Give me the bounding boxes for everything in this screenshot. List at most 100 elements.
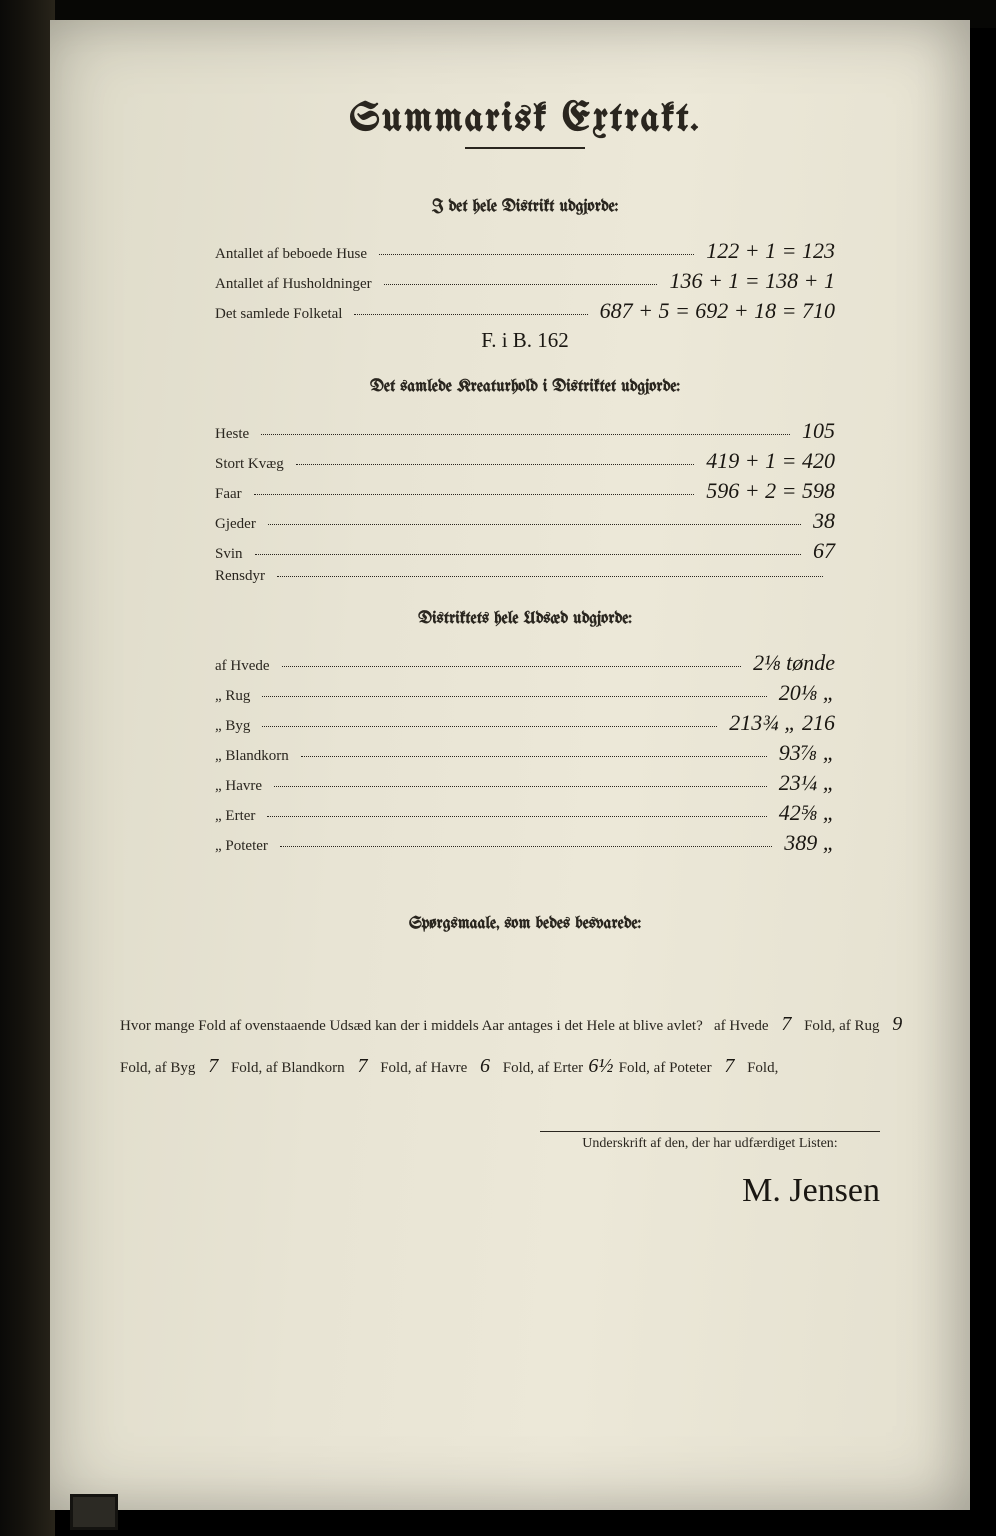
dot-leader (384, 284, 658, 285)
label: Svin (215, 546, 243, 563)
value: 389 „ (784, 830, 835, 856)
dot-leader (262, 726, 717, 727)
label: Stort Kvæg (215, 456, 284, 473)
dot-leader (261, 434, 790, 435)
value: 23¼ „ (779, 770, 835, 796)
dot-leader (280, 846, 772, 847)
signature-caption: Underskrift af den, der har udfærdiget L… (540, 1131, 880, 1152)
crop: af Poteter (654, 1060, 712, 1076)
dot-leader (282, 666, 742, 667)
section2-heading: Det samlede Kreaturhold i Distriktet udg… (110, 379, 940, 396)
value: 93⅞ „ (779, 740, 835, 766)
signature-block: Underskrift af den, der har udfærdiget L… (110, 1131, 940, 1210)
row-reindeer: Rensdyr (215, 568, 835, 585)
value: 419 + 1 = 420 (706, 448, 835, 474)
row-wheat: af Hvede 2⅛ tønde (215, 650, 835, 676)
fold-value: 7 (715, 1045, 743, 1087)
section2-block: Heste 105 Stort Kvæg 419 + 1 = 420 Faar … (215, 418, 835, 585)
dot-leader (354, 314, 587, 315)
crop: af Havre (415, 1060, 467, 1076)
row-barley: „ Byg 213¾ „ 216 (215, 710, 835, 736)
value: 136 + 1 = 138 + 1 (669, 268, 835, 294)
dot-leader (267, 816, 766, 817)
section3-block: af Hvede 2⅛ tønde „ Rug 20⅛ „ „ Byg 213¾… (215, 650, 835, 856)
section1-block: Antallet af beboede Huse 122 + 1 = 123 A… (215, 238, 835, 353)
unit: Fold, (747, 1060, 778, 1076)
row-potatoes: „ Poteter 389 „ (215, 830, 835, 856)
row-pigs: Svin 67 (215, 538, 835, 564)
fold-value: 7 (772, 1003, 800, 1045)
value: 2⅛ tønde (753, 650, 835, 676)
row-horses: Heste 105 (215, 418, 835, 444)
row-population: Det samlede Folketal 687 + 5 = 692 + 18 … (215, 298, 835, 324)
unit: Fold, (804, 1018, 835, 1034)
title-rule (465, 147, 585, 149)
label: af Hvede (215, 658, 270, 675)
section3-heading: Distriktets hele Udsæd udgjorde: (110, 611, 940, 628)
section1-heading: I det hele Distrikt udgjorde: (110, 199, 940, 216)
crop: af Blandkorn (266, 1060, 345, 1076)
value: 687 + 5 = 692 + 18 = 710 (600, 298, 835, 324)
row-oats: „ Havre 23¼ „ (215, 770, 835, 796)
value: 596 + 2 = 598 (706, 478, 835, 504)
row-mixedgrain: „ Blandkorn 93⅞ „ (215, 740, 835, 766)
label: „ Erter (215, 808, 255, 825)
dot-leader (254, 494, 695, 495)
label: Faar (215, 486, 242, 503)
dot-leader (379, 254, 694, 255)
value: 42⅝ „ (779, 800, 835, 826)
dot-leader (301, 756, 767, 757)
label: Det samlede Folketal (215, 306, 342, 323)
signature-name: M. Jensen (110, 1172, 880, 1210)
section1-annotation: F. i B. 162 (215, 328, 835, 353)
dot-leader (255, 554, 801, 555)
label: „ Poteter (215, 838, 268, 855)
value: 20⅛ „ (779, 680, 835, 706)
value: 122 + 1 = 123 (706, 238, 835, 264)
value: 38 (813, 508, 835, 534)
value: 213¾ „ 216 (729, 710, 835, 736)
page-title: Summarisk Extrakt. (110, 100, 940, 141)
label: „ Havre (215, 778, 262, 795)
unit: Fold, (380, 1060, 411, 1076)
fold-value: 6½ (587, 1045, 615, 1087)
row-sheep: Faar 596 + 2 = 598 (215, 478, 835, 504)
unit: Fold, (120, 1060, 151, 1076)
unit: Fold, (619, 1060, 650, 1076)
unit: Fold, (503, 1060, 534, 1076)
crop: af Byg (155, 1060, 195, 1076)
questions-heading: Spørgsmaale, som bedes besvarede: (110, 916, 940, 933)
label: Gjeder (215, 516, 256, 533)
dot-leader (268, 524, 801, 525)
questions-paragraph: Hvor mange Fold af ovenstaaende Udsæd ka… (110, 1003, 940, 1087)
label: Rensdyr (215, 568, 265, 585)
fold-value: 7 (199, 1045, 227, 1087)
value: 105 (802, 418, 835, 444)
questions-intro: Hvor mange Fold af ovenstaaende Udsæd ka… (120, 1018, 703, 1034)
row-houses: Antallet af beboede Huse 122 + 1 = 123 (215, 238, 835, 264)
crop: af Hvede (714, 1018, 769, 1034)
label: „ Byg (215, 718, 250, 735)
label: Antallet af beboede Huse (215, 246, 367, 263)
dot-leader (296, 464, 695, 465)
value: 67 (813, 538, 835, 564)
label: Antallet af Husholdninger (215, 276, 372, 293)
row-cattle: Stort Kvæg 419 + 1 = 420 (215, 448, 835, 474)
dot-leader (277, 576, 823, 577)
row-peas: „ Erter 42⅝ „ (215, 800, 835, 826)
dot-leader (262, 696, 766, 697)
label: „ Rug (215, 688, 250, 705)
crop: af Rug (839, 1018, 879, 1034)
fold-value: 7 (348, 1045, 376, 1087)
row-households: Antallet af Husholdninger 136 + 1 = 138 … (215, 268, 835, 294)
fold-value: 9 (883, 1003, 911, 1045)
fold-value: 6 (471, 1045, 499, 1087)
crop: af Erter (538, 1060, 583, 1076)
archive-tab (70, 1494, 118, 1530)
row-rye: „ Rug 20⅛ „ (215, 680, 835, 706)
document-page: Summarisk Extrakt. I det hele Distrikt u… (50, 20, 970, 1510)
unit: Fold, (231, 1060, 262, 1076)
label: „ Blandkorn (215, 748, 289, 765)
row-goats: Gjeder 38 (215, 508, 835, 534)
dot-leader (274, 786, 767, 787)
